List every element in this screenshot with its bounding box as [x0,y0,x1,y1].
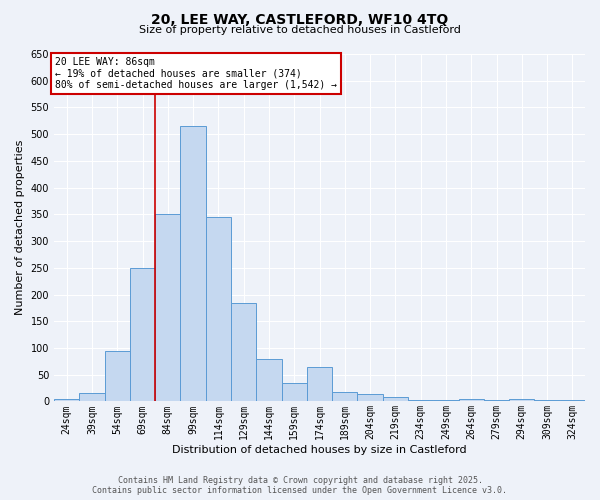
Text: 20, LEE WAY, CASTLEFORD, WF10 4TQ: 20, LEE WAY, CASTLEFORD, WF10 4TQ [151,12,449,26]
Bar [79,394,104,402]
Bar [104,350,130,402]
Bar [332,392,358,402]
Bar [54,398,79,402]
Bar [433,400,458,402]
Bar [560,400,585,402]
Bar [358,394,383,402]
Bar [383,397,408,402]
Bar [206,217,231,402]
Text: Size of property relative to detached houses in Castleford: Size of property relative to detached ho… [139,25,461,35]
Bar [155,214,181,402]
Bar [535,400,560,402]
Bar [307,366,332,402]
Bar [458,398,484,402]
Bar [231,302,256,402]
Bar [484,400,509,402]
Bar [509,398,535,402]
Bar [281,382,307,402]
Bar [256,358,281,402]
Bar [181,126,206,402]
Text: Contains HM Land Registry data © Crown copyright and database right 2025.
Contai: Contains HM Land Registry data © Crown c… [92,476,508,495]
Y-axis label: Number of detached properties: Number of detached properties [15,140,25,316]
Text: 20 LEE WAY: 86sqm
← 19% of detached houses are smaller (374)
80% of semi-detache: 20 LEE WAY: 86sqm ← 19% of detached hous… [55,56,337,90]
Bar [408,400,433,402]
X-axis label: Distribution of detached houses by size in Castleford: Distribution of detached houses by size … [172,445,467,455]
Bar [130,268,155,402]
